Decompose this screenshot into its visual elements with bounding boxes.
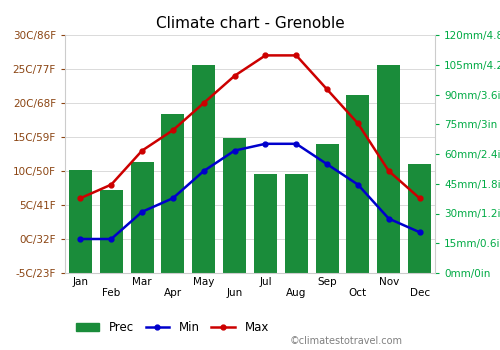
Bar	[192, 65, 216, 273]
Text: Jun: Jun	[226, 288, 242, 298]
Title: Climate chart - Grenoble: Climate chart - Grenoble	[156, 16, 344, 31]
Text: Jul: Jul	[259, 277, 272, 287]
Text: Sep: Sep	[318, 277, 337, 287]
Bar	[223, 138, 246, 273]
Bar	[316, 144, 338, 273]
Bar	[377, 65, 400, 273]
Bar	[346, 94, 370, 273]
Bar	[284, 174, 308, 273]
Bar	[69, 170, 92, 273]
Bar	[254, 174, 277, 273]
Text: Apr: Apr	[164, 288, 182, 298]
Text: Aug: Aug	[286, 288, 306, 298]
Legend: Prec, Min, Max: Prec, Min, Max	[71, 316, 274, 338]
Text: ©climatestotravel.com: ©climatestotravel.com	[290, 336, 403, 346]
Text: May: May	[193, 277, 214, 287]
Text: Mar: Mar	[132, 277, 152, 287]
Bar	[408, 164, 431, 273]
Text: Jan: Jan	[72, 277, 88, 287]
Text: Nov: Nov	[378, 277, 399, 287]
Bar	[162, 114, 184, 273]
Text: Feb: Feb	[102, 288, 120, 298]
Text: Oct: Oct	[349, 288, 367, 298]
Text: Dec: Dec	[410, 288, 430, 298]
Bar	[130, 162, 154, 273]
Bar	[100, 190, 123, 273]
